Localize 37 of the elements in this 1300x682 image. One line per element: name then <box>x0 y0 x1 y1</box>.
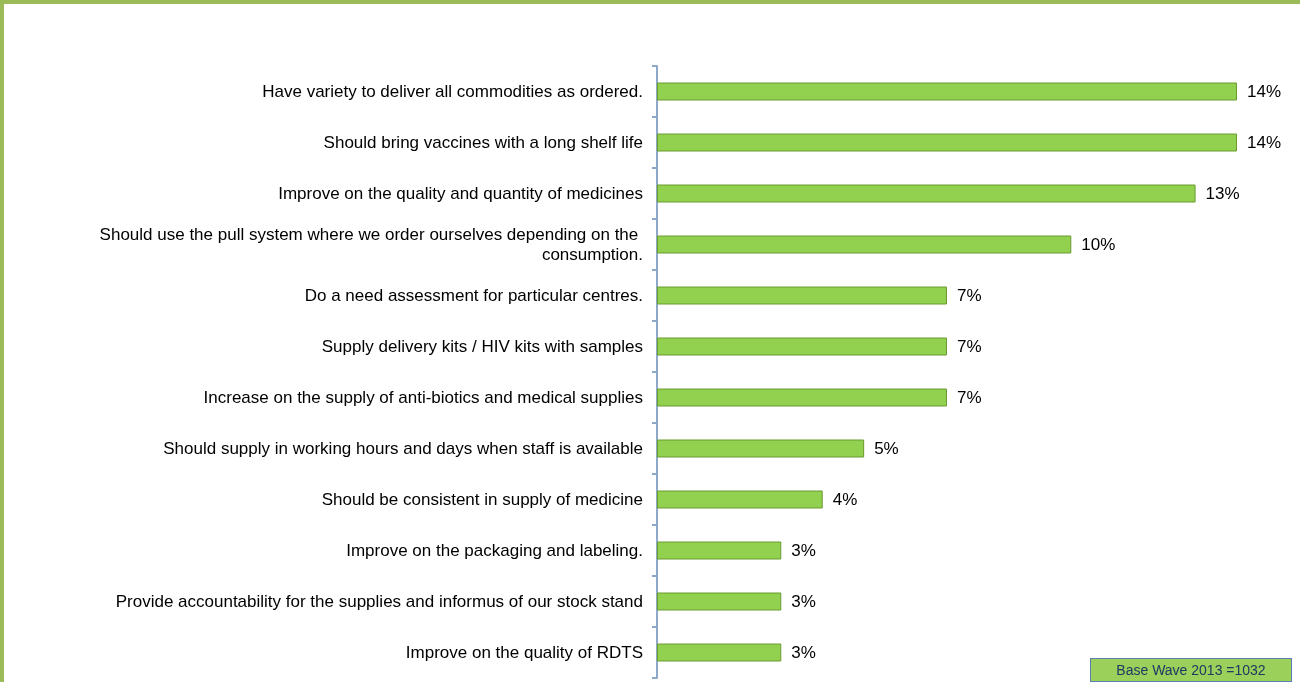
bar <box>657 337 947 356</box>
y-tick-label: Should use the pull system where we order ourselves depending on the consumption. <box>99 225 643 264</box>
data-label: 3% <box>791 643 816 662</box>
bar <box>657 592 782 611</box>
bar <box>657 643 782 662</box>
data-label: 4% <box>832 490 858 509</box>
data-label: 7% <box>957 286 982 305</box>
data-label: 3% <box>791 541 816 560</box>
bar <box>657 439 865 458</box>
data-label: 13% <box>1205 184 1240 203</box>
y-tick-label: Should be consistent in supply of medicine <box>321 490 643 509</box>
y-tick-label: Have variety to deliver all commodities as ordered. <box>262 82 643 101</box>
y-tick-label: Improve on the quality of RDTS <box>405 643 643 662</box>
bar <box>657 235 1072 254</box>
y-tick-label: Supply delivery kits / HIV kits with samples <box>321 337 643 356</box>
bar <box>657 82 1237 101</box>
y-tick-label: Improve on the packaging and labeling. <box>346 541 643 560</box>
y-tick-label: Do a need assessment for particular centres. <box>304 286 643 305</box>
y-tick-label: Increase on the supply of anti-biotics and medical supplies <box>203 388 643 407</box>
data-label: 7% <box>957 388 982 407</box>
bar <box>657 184 1196 203</box>
y-tick-label: Should bring vaccines with a long shelf life <box>323 133 643 152</box>
note-box: Base Wave 2013 =1032 <box>1090 658 1292 682</box>
bar <box>657 286 947 305</box>
data-label: 14% <box>1247 133 1282 152</box>
y-tick-label: Improve on the quality and quantity of medicines <box>278 184 643 203</box>
bar <box>657 133 1237 152</box>
y-tick-label: Should supply in working hours and days when staff is available <box>163 439 643 458</box>
bar <box>657 541 782 560</box>
bar <box>657 490 823 509</box>
data-label: 10% <box>1081 235 1116 254</box>
bar <box>657 388 947 407</box>
y-tick-label: Provide accountability for the supplies and informus of our stock stand <box>115 592 643 611</box>
data-label: 3% <box>791 592 816 611</box>
data-label: 14% <box>1247 82 1282 101</box>
data-label: 5% <box>874 439 899 458</box>
data-label: 7% <box>957 337 982 356</box>
